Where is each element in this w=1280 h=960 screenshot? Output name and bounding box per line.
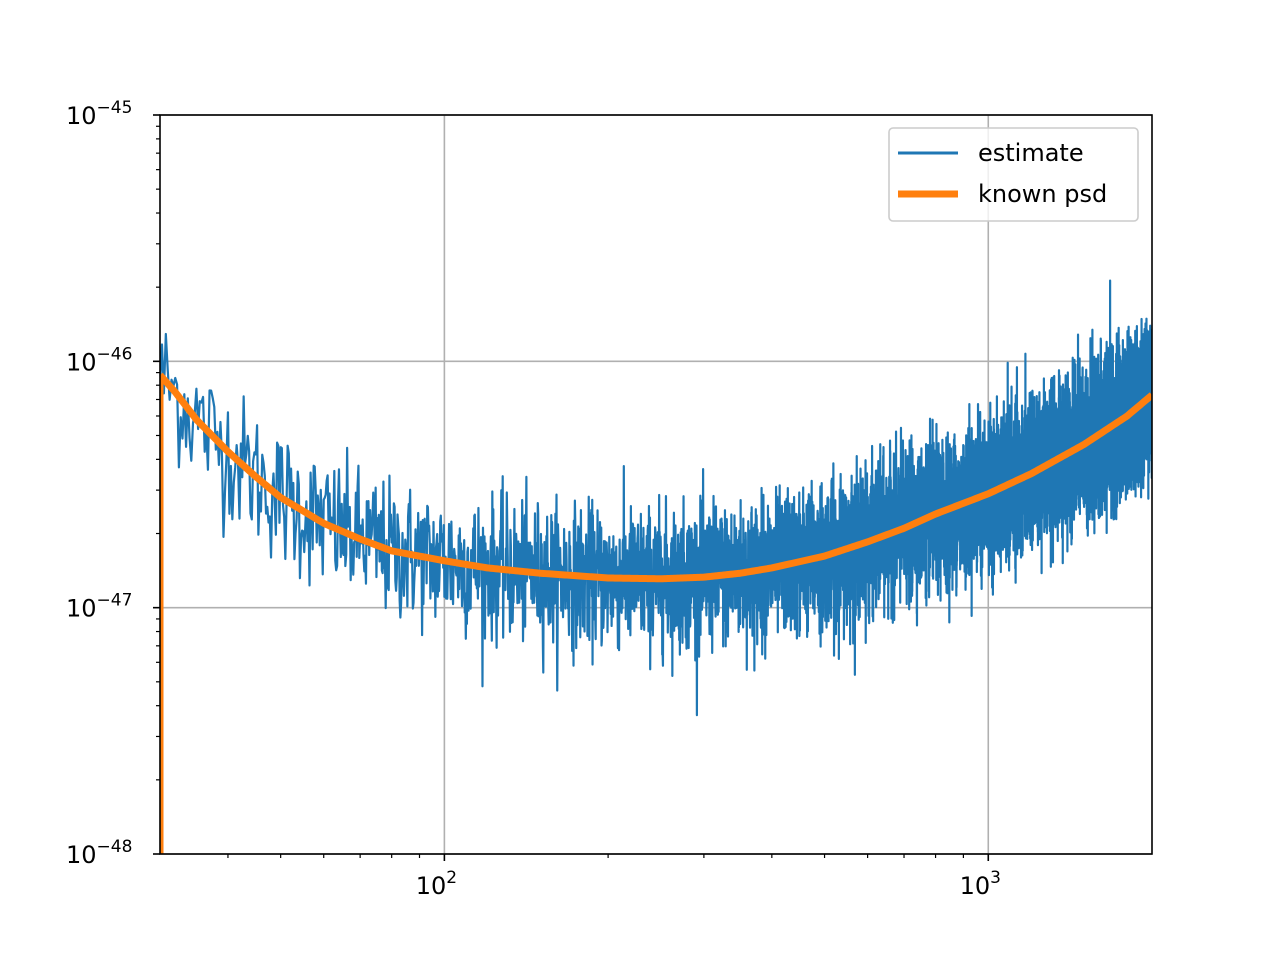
y-tick-label: 10−47 <box>66 591 132 623</box>
y-tick-label: 10−48 <box>66 837 132 869</box>
ticks: 102 103 10−48 10−47 10−46 10−45 <box>66 98 1001 900</box>
y-tick-label: 10−46 <box>66 344 132 376</box>
series-line-estimate <box>160 279 1152 717</box>
y-tick-label: 10−45 <box>66 98 132 130</box>
legend-box <box>888 127 1139 222</box>
x-tick-label: 103 <box>960 868 1001 900</box>
series-line-known-psd <box>160 372 1152 583</box>
series-layer <box>160 279 1152 854</box>
legend-label-estimate: estimate <box>978 139 1084 167</box>
axes-frame <box>159 114 1153 855</box>
legend-label-known-psd: known psd <box>978 180 1107 208</box>
legend: estimate known psd <box>888 127 1139 222</box>
x-tick-label: 102 <box>416 868 457 900</box>
